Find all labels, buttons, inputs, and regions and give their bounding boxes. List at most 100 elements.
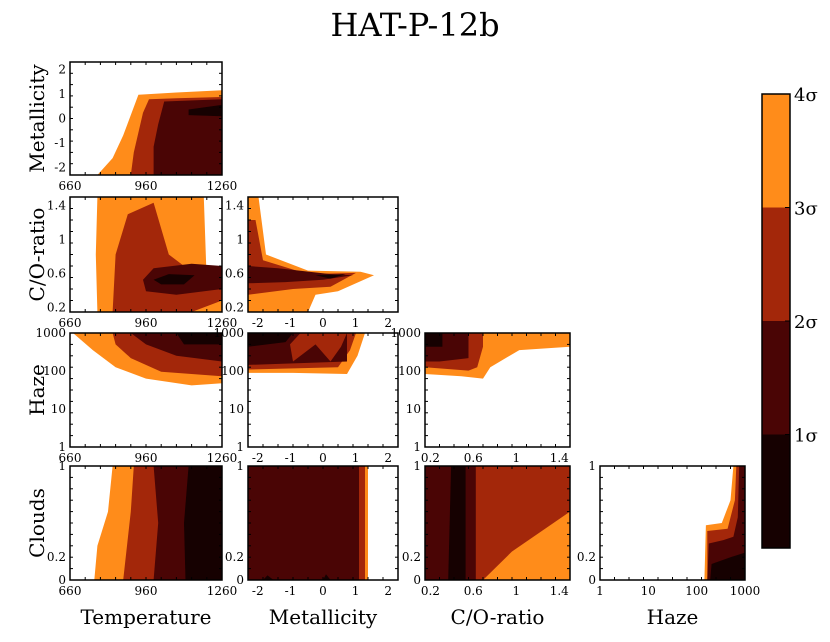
- y-axis-label: Haze: [25, 364, 49, 416]
- y-tick-label: 1: [413, 440, 421, 454]
- y-tick-label: 0: [413, 573, 421, 587]
- x-tick-label: -2: [252, 584, 264, 598]
- x-tick-label: 1260: [207, 584, 238, 598]
- x-tick-label: 960: [135, 584, 158, 598]
- y-tick-label: 0.2: [225, 550, 244, 564]
- panel-temperature-clouds: [69, 465, 223, 581]
- y-tick-label: 2: [58, 62, 66, 76]
- y-tick-label: 0.2: [225, 301, 244, 315]
- y-tick-label: 1: [58, 233, 66, 247]
- contour-metallicity-clouds-4: [263, 575, 274, 580]
- y-tick-label: 100: [221, 364, 244, 378]
- y-tick-label: 1: [236, 459, 244, 473]
- x-tick-label: 100: [685, 584, 708, 598]
- x-tick-label: 0.2: [421, 451, 440, 465]
- contour-co-clouds-3: [448, 466, 466, 580]
- panel-haze-clouds: [599, 465, 746, 581]
- y-tick-label: 1: [413, 459, 421, 473]
- y-tick-label: 10: [406, 402, 421, 416]
- contour-temperature-haze-3: [176, 333, 222, 345]
- panel-temperature-co: [69, 196, 223, 313]
- y-tick-label: 1: [236, 440, 244, 454]
- y-tick-label: 0: [236, 573, 244, 587]
- y-axis-label: Metallicity: [25, 64, 49, 173]
- x-tick-label: 0: [319, 316, 327, 330]
- y-tick-label: 1000: [390, 326, 421, 340]
- y-tick-label: 10: [229, 402, 244, 416]
- colorbar-segment: [762, 94, 790, 208]
- x-tick-label: 960: [135, 316, 158, 330]
- y-tick-label: 1000: [213, 326, 244, 340]
- x-tick-label: 2: [384, 316, 392, 330]
- contour-metallicity-clouds-2: [248, 466, 359, 580]
- contour-metallicity-co-2: [248, 266, 353, 284]
- contour-haze-clouds-2: [707, 466, 745, 580]
- panel-metallicity-clouds: [247, 465, 399, 581]
- y-tick-label: 0.2: [47, 550, 66, 564]
- contour-metallicity-clouds-3: [323, 574, 331, 580]
- x-tick-label: 0: [319, 584, 327, 598]
- x-tick-label: 1260: [207, 451, 238, 465]
- x-tick-label: 960: [135, 451, 158, 465]
- contour-co-haze-3: [425, 333, 443, 347]
- x-tick-label: -1: [285, 451, 297, 465]
- y-tick-label: 1: [236, 233, 244, 247]
- contour-temperature-co-3: [153, 274, 195, 285]
- y-tick-label: 0.2: [47, 301, 66, 315]
- panel-metallicity-haze: [247, 332, 399, 448]
- x-tick-label: -1: [285, 584, 297, 598]
- x-tick-label: 1260: [207, 316, 238, 330]
- colorbar-label: 2σ: [794, 312, 818, 333]
- y-tick-label: 1: [58, 459, 66, 473]
- x-tick-label: 660: [59, 316, 82, 330]
- y-tick-label: 0: [58, 112, 66, 126]
- x-tick-label: 1: [513, 584, 521, 598]
- x-tick-label: 1.4: [550, 451, 569, 465]
- x-tick-label: 660: [59, 584, 82, 598]
- x-tick-label: 660: [59, 179, 82, 193]
- x-tick-label: 1: [352, 584, 360, 598]
- x-tick-label: 0.6: [464, 584, 483, 598]
- x-axis-label: Metallicity: [269, 605, 378, 629]
- contour-temperature-clouds-3: [184, 466, 222, 580]
- x-tick-label: 960: [135, 179, 158, 193]
- colorbar-segment: [762, 321, 790, 435]
- y-tick-label: -2: [54, 161, 66, 175]
- x-axis-label: Temperature: [80, 605, 211, 629]
- x-tick-label: 2: [384, 584, 392, 598]
- contour-haze-clouds-3: [710, 552, 745, 580]
- x-tick-label: -1: [285, 316, 297, 330]
- x-tick-label: 1: [513, 451, 521, 465]
- x-tick-label: 10: [641, 584, 656, 598]
- x-tick-label: 1: [352, 451, 360, 465]
- y-tick-label: 0: [58, 573, 66, 587]
- colorbar-label: 3σ: [794, 199, 818, 220]
- contour-metallicity-co-3: [315, 274, 346, 279]
- x-axis-label: C/O-ratio: [451, 605, 545, 629]
- x-tick-label: 0.2: [421, 584, 440, 598]
- contour-temperature-metallicity-3: [188, 104, 222, 117]
- x-tick-label: 0: [319, 451, 327, 465]
- panel-co-haze: [424, 332, 571, 448]
- y-tick-label: 0: [588, 573, 596, 587]
- y-tick-label: 100: [398, 364, 421, 378]
- y-tick-label: 0.6: [225, 267, 244, 281]
- contour-metallicity-haze-3: [248, 333, 293, 347]
- y-tick-label: 1.4: [225, 199, 244, 213]
- x-tick-label: 1: [596, 584, 604, 598]
- y-tick-label: 10: [51, 402, 66, 416]
- contour-metallicity-co-0: [248, 197, 374, 312]
- colorbar-label: 4σ: [794, 85, 818, 106]
- y-tick-label: 100: [43, 364, 66, 378]
- y-tick-label: -1: [54, 136, 66, 150]
- y-tick-label: 1: [58, 87, 66, 101]
- panel-temperature-haze: [69, 332, 223, 448]
- colorbar-segment: [762, 207, 790, 321]
- y-tick-label: 0.2: [402, 550, 421, 564]
- y-tick-label: 1000: [35, 326, 66, 340]
- panel-metallicity-co: [247, 196, 399, 313]
- x-tick-label: 1: [352, 316, 360, 330]
- x-tick-label: 660: [59, 451, 82, 465]
- colorbar-segment: [762, 434, 790, 548]
- colorbar-label: 1σ: [794, 426, 818, 447]
